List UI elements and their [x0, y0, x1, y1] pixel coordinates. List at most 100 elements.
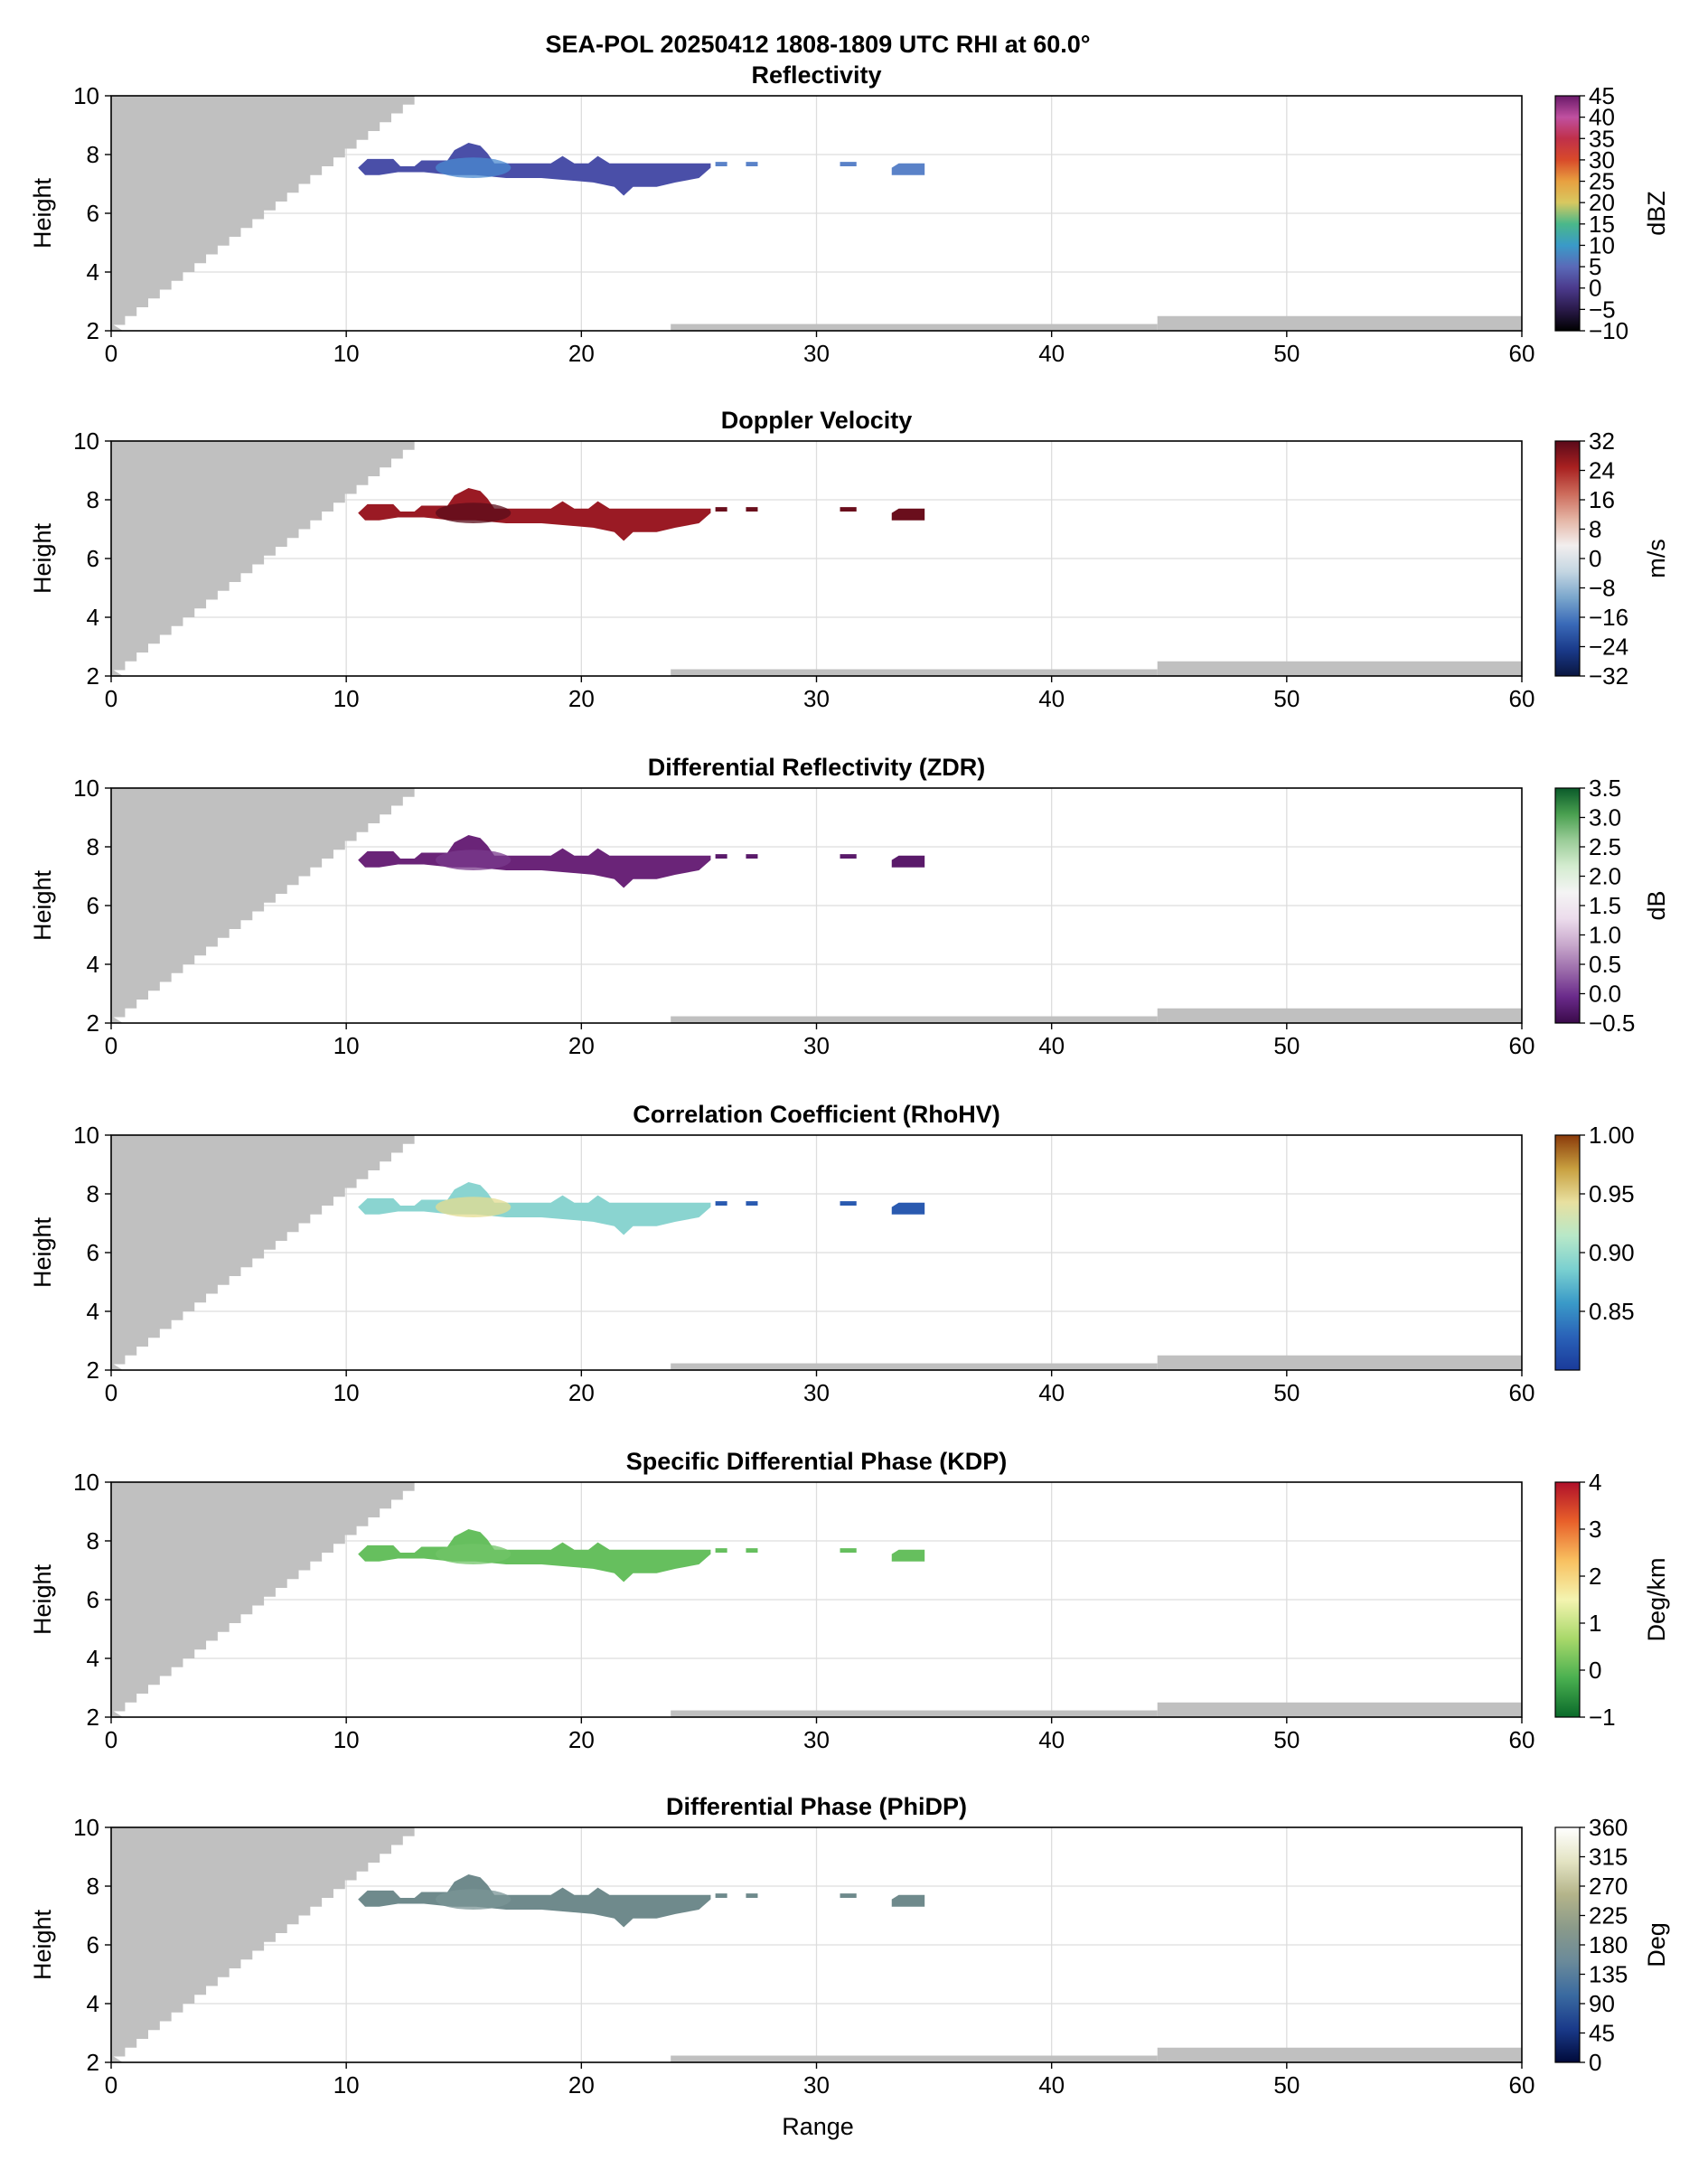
colorbar-tick-label: 135: [1589, 1961, 1628, 1988]
colorbar-tick-label: 2: [1589, 1563, 1601, 1590]
beam-blockage-wedge: [111, 1827, 427, 2062]
x-tick-label: 60: [1509, 2071, 1535, 2099]
x-tick-label: 30: [803, 1726, 830, 1753]
colorbar-tick-label: 35: [1589, 125, 1615, 152]
y-tick-label: 8: [87, 1180, 99, 1207]
echo-cell: [891, 1202, 925, 1215]
colorbar-tick-label: 1.0: [1589, 922, 1621, 949]
colorbar-tick-label: −8: [1589, 575, 1616, 602]
echo-cell: [746, 1548, 758, 1553]
x-tick-label: 10: [333, 1726, 360, 1753]
x-tick-label: 50: [1273, 685, 1300, 712]
y-tick-label: 10: [73, 82, 99, 109]
echo-cell: [715, 1201, 727, 1206]
y-tick-label: 6: [87, 200, 99, 227]
colorbar-tick-label: −5: [1589, 296, 1616, 323]
colorbar-label: Deg: [1643, 1922, 1670, 1967]
y-tick-label: 4: [87, 1298, 99, 1325]
colorbar-tick-label: 2.5: [1589, 833, 1621, 860]
colorbar-label: Deg/km: [1643, 1557, 1670, 1641]
x-ticks: 0 10 20 30 40 50 60: [105, 676, 1535, 712]
echo-cell: [840, 507, 857, 512]
panel-3: Differential Reflectivity (ZDR)0 10 20 30 40…: [29, 754, 1670, 1059]
panel-title: Differential Reflectivity (ZDR): [648, 754, 986, 781]
beam-blockage-wedge: [111, 96, 427, 331]
ground-clutter-strip: [1157, 2047, 1522, 2062]
colorbar-tick-label: 40: [1589, 104, 1615, 131]
echo-region: [358, 1874, 711, 1928]
colorbar-tick-label: 3: [1589, 1516, 1601, 1543]
colorbar-tick-label: 225: [1589, 1902, 1628, 1930]
x-tick-label: 10: [333, 1379, 360, 1406]
y-tick-label: 6: [87, 1586, 99, 1613]
x-tick-label: 10: [333, 685, 360, 712]
y-axis-label: Height: [29, 869, 56, 941]
echo-cell: [891, 163, 925, 175]
colorbar-tick-label: −16: [1589, 604, 1628, 631]
y-tick-label: 6: [87, 892, 99, 919]
x-tick-label: 50: [1273, 340, 1300, 367]
colorbar-tick-label: 8: [1589, 516, 1601, 543]
x-tick-label: 0: [105, 2071, 117, 2099]
colorbar-label: dBZ: [1643, 191, 1670, 236]
panel-title: Differential Phase (PhiDP): [666, 1793, 967, 1820]
panel-title: Specific Differential Phase (KDP): [626, 1448, 1008, 1475]
echo-cell: [746, 507, 758, 512]
x-tick-label: 0: [105, 340, 117, 367]
colorbar-tick-label: 0.85: [1589, 1298, 1635, 1325]
panel-5: Specific Differential Phase (KDP) 0 10 20 30…: [29, 1448, 1670, 1753]
x-tick-label: 60: [1509, 1032, 1535, 1059]
x-tick-label: 50: [1273, 1379, 1300, 1406]
y-tick-label: 10: [73, 775, 99, 802]
y-tick-label: 6: [87, 1239, 99, 1266]
x-axis-label: Range: [782, 2113, 854, 2140]
y-ticks: 2 4 6 8 10: [73, 775, 111, 1037]
y-axis-label: Height: [29, 522, 56, 594]
colorbar-tick-label: 24: [1589, 457, 1615, 484]
grid: [111, 1482, 1522, 1717]
y-axis-label: Height: [29, 1216, 56, 1288]
x-tick-label: 20: [568, 2071, 595, 2099]
y-tick-label: 2: [87, 662, 99, 690]
colorbar-tick-label: 4: [1589, 1469, 1601, 1496]
x-tick-label: 40: [1038, 1032, 1065, 1059]
colorbar: [1554, 1826, 1581, 2063]
echo-core: [436, 1197, 511, 1217]
y-axis-label: Height: [29, 1909, 56, 1980]
colorbar-tick-label: 360: [1589, 1814, 1628, 1841]
colorbar-tick-label: 0: [1589, 2049, 1601, 2076]
echo-region: [358, 835, 711, 888]
echo-cell: [891, 1894, 925, 1907]
echo-cell: [891, 508, 925, 521]
x-tick-label: 60: [1509, 685, 1535, 712]
colorbar: [1554, 95, 1581, 332]
x-tick-label: 10: [333, 2071, 360, 2099]
colorbar-tick-label: 0: [1589, 275, 1601, 302]
colorbar-tick-label: 2.0: [1589, 863, 1621, 890]
colorbar-ticks: −1 0 1 2 3 4: [1580, 1469, 1616, 1731]
ground-clutter-strip: [671, 669, 1158, 676]
x-ticks: 0 10 20 30 40 50 60: [105, 1717, 1534, 1753]
y-axis-label: Height: [29, 1563, 56, 1635]
y-tick-label: 10: [73, 1814, 99, 1841]
panel-title: Reflectivity: [751, 61, 881, 89]
y-tick-label: 8: [87, 1527, 99, 1554]
colorbar-tick-label: 270: [1589, 1873, 1628, 1900]
echo-cell: [746, 162, 758, 166]
ground-clutter-strip: [1157, 1355, 1522, 1370]
echo-cell: [715, 854, 727, 859]
echo-core: [436, 157, 511, 178]
panel-6: Differential Phase (PhiDP)0 10 20 30 40 50 602…: [29, 1793, 1670, 2099]
echo-region: [358, 488, 711, 541]
x-tick-label: 0: [105, 1379, 117, 1406]
x-tick-label: 60: [1509, 340, 1535, 367]
colorbar-tick-label: 315: [1589, 1844, 1628, 1871]
ground-clutter-strip: [1157, 661, 1522, 676]
x-tick-label: 0: [105, 1032, 117, 1059]
y-axis-label: Height: [29, 177, 56, 249]
colorbar: [1554, 1481, 1581, 1718]
colorbar-tick-label: 0.90: [1589, 1239, 1635, 1266]
